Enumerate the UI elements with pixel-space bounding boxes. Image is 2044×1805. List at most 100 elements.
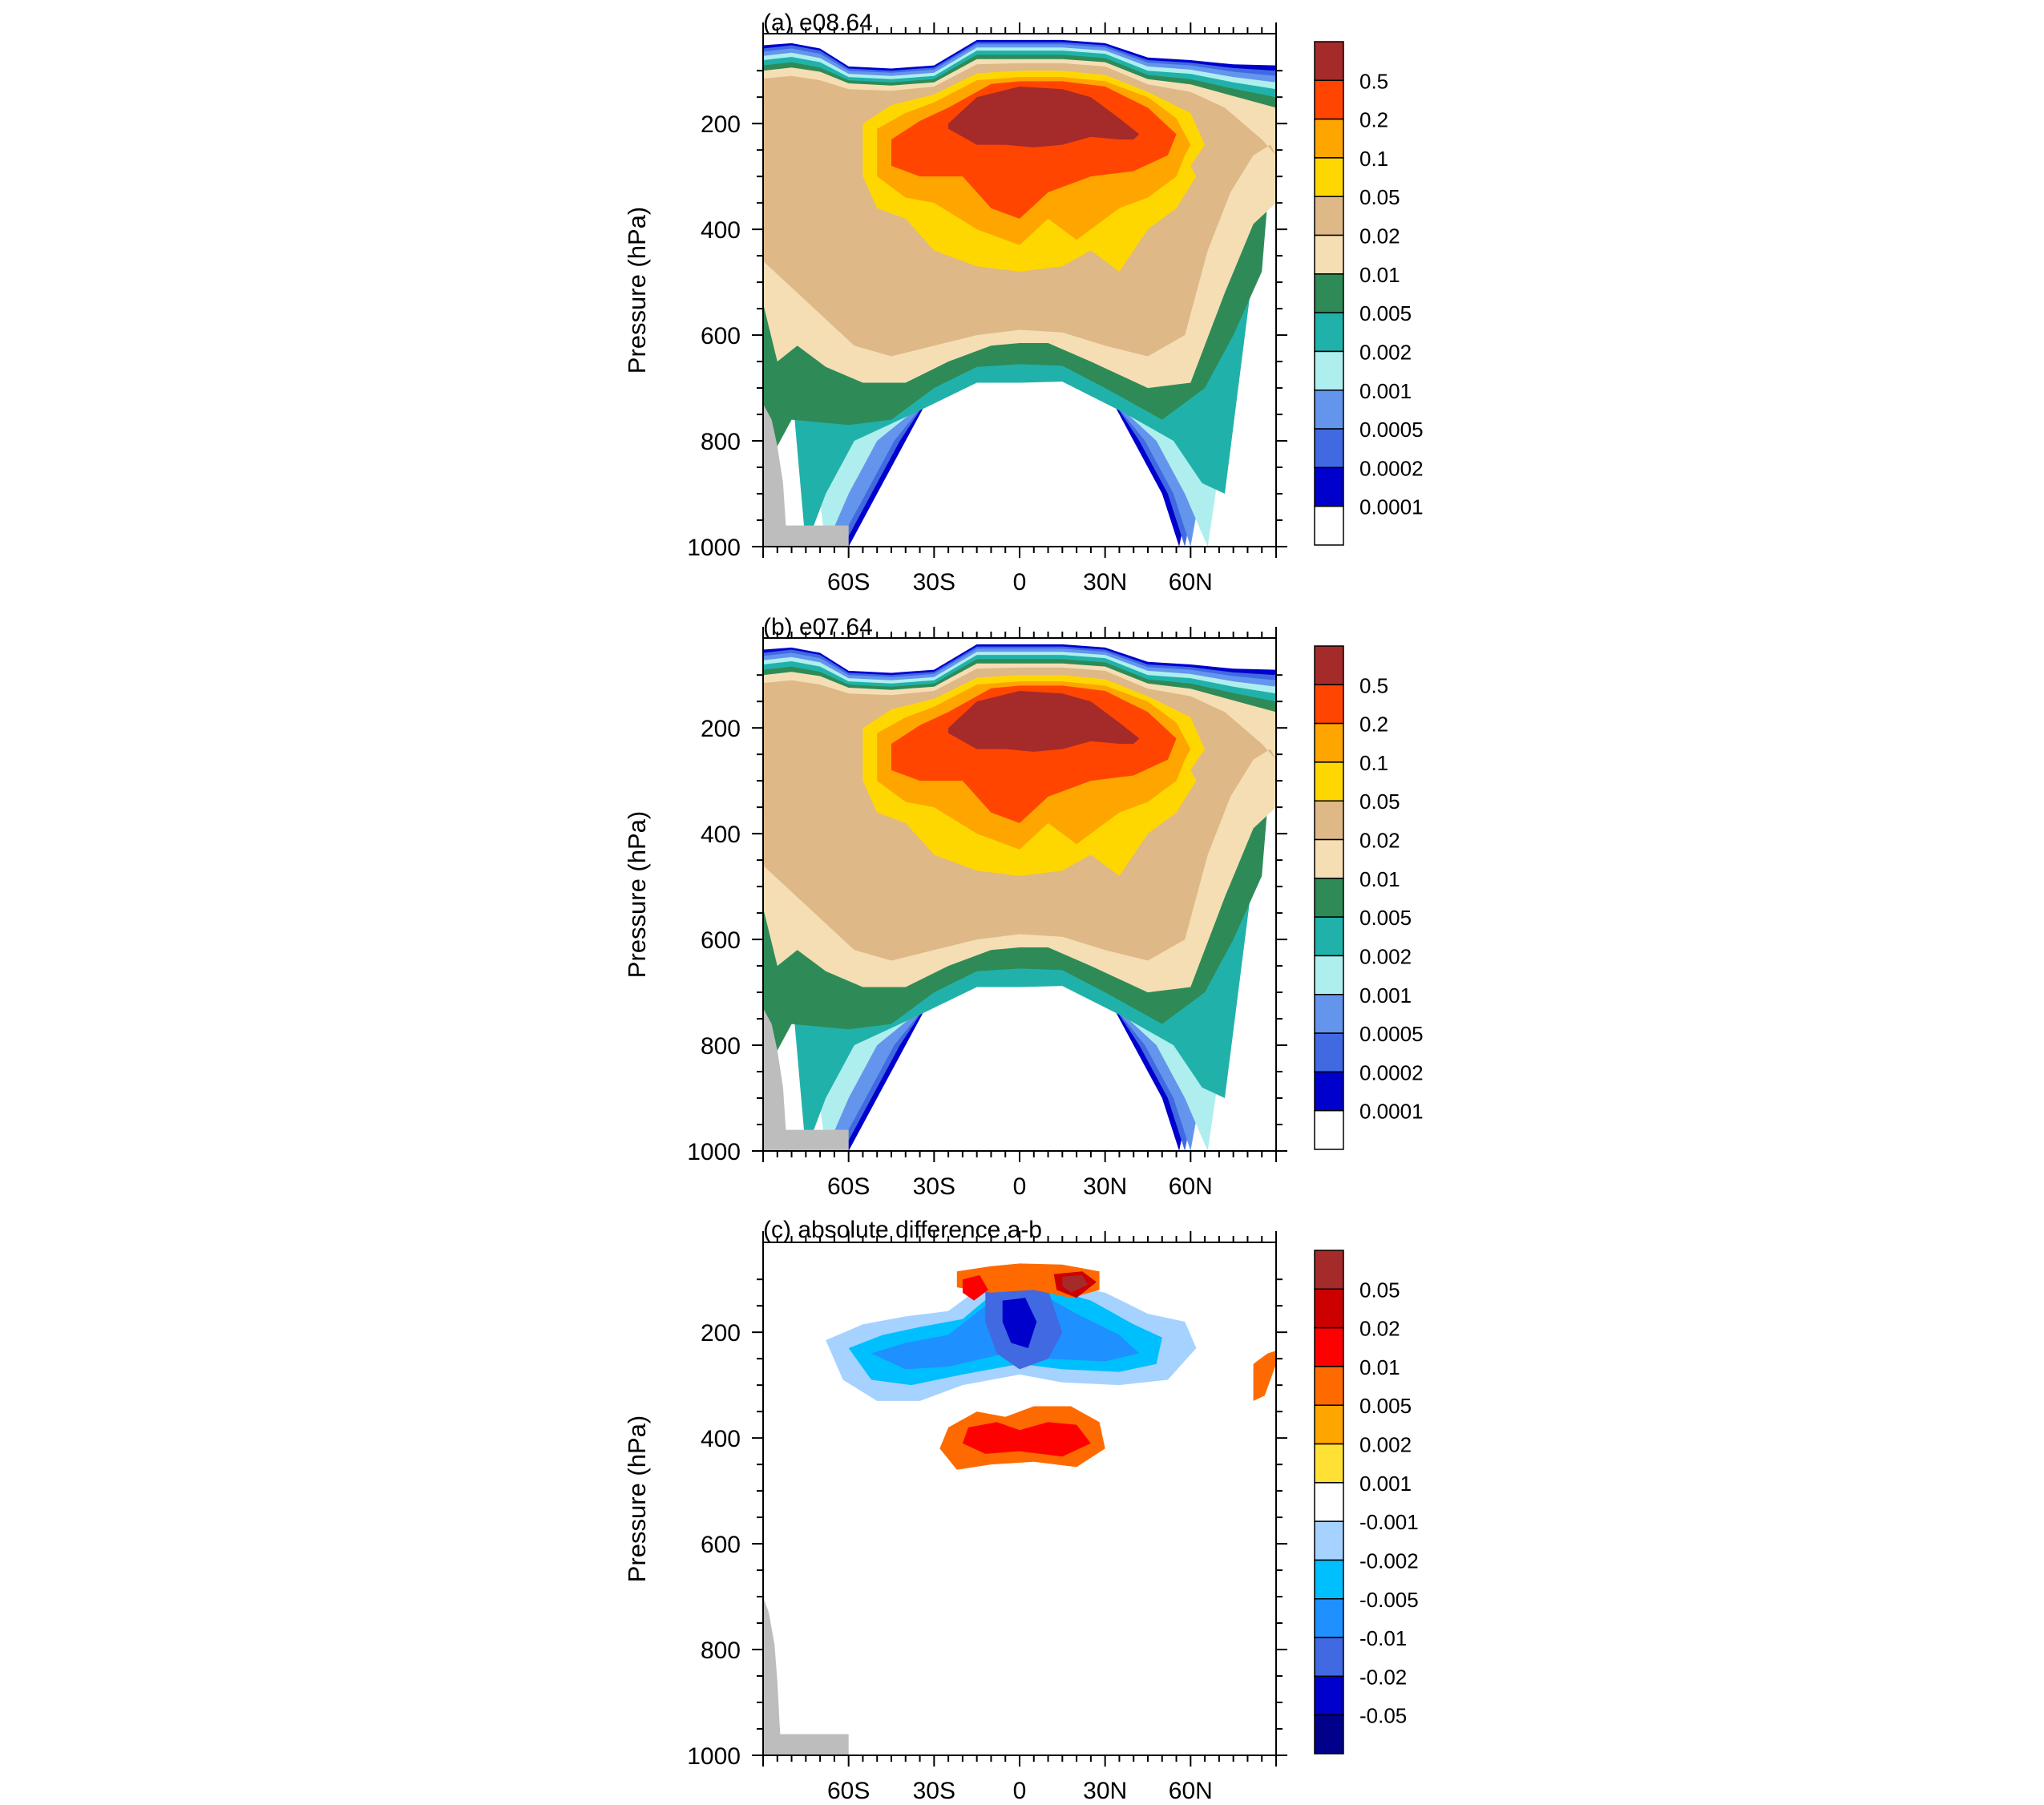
colorbar-swatch [1314,196,1344,236]
colorbar-label: 0.0002 [1359,1060,1424,1084]
colorbar-swatch [1314,1071,1344,1112]
colorbar-label: 0.5 [1359,69,1388,93]
colorbar-label: 0.5 [1359,673,1388,697]
colorbar-swatch [1314,1109,1344,1150]
panel-c-y-ticks: 200 400 600 800 1000 [687,1278,1287,1770]
colorbar-swatch [1314,79,1344,120]
colorbar-label: -0.001 [1359,1510,1419,1534]
colorbar-label: -0.05 [1359,1704,1407,1728]
x-tick-label: 30S [913,1778,955,1804]
colorbar-label: 0.05 [1359,185,1400,209]
panel-a-title: (a) e08.64 [763,10,873,36]
x-tick-label: 30S [913,569,955,596]
colorbar-swatch [1314,1482,1344,1522]
colorbar-label: 0.2 [1359,713,1388,737]
x-tick-label: 60S [827,1778,870,1804]
y-tick-label: 200 [701,716,741,742]
x-tick-label: 30S [913,1173,955,1200]
colorbar-swatch [1314,157,1344,197]
colorbar-label: 0.0002 [1359,456,1424,480]
y-tick-label: 400 [701,822,741,848]
y-tick-label: 200 [701,1320,741,1347]
colorbar-swatch [1314,505,1344,546]
y-tick-label: 400 [701,1426,741,1452]
colorbar-swatch [1314,722,1344,763]
colorbar-swatch [1314,684,1344,725]
colorbar-label: 0.05 [1359,1278,1400,1302]
colorbar-label: -0.01 [1359,1626,1407,1650]
colorbar-label: 0.0005 [1359,418,1424,442]
panel-c-ylabel: Pressure (hPa) [623,1415,651,1582]
colorbar-label: -0.005 [1359,1588,1419,1612]
colorbar-label: 0.0001 [1359,495,1424,519]
colorbar-swatch [1314,1520,1344,1561]
colorbar-label: 0.2 [1359,108,1388,132]
panel-b-colorbar: 0.5 0.2 0.1 0.05 0.02 0.01 0.005 0.002 0.001 0.00… [1314,645,1424,1150]
colorbar-label: 0.001 [1359,1472,1412,1496]
colorbar-swatch [1314,645,1344,686]
y-tick-label: 200 [701,111,741,138]
colorbar-label: 0.02 [1359,224,1400,248]
colorbar-swatch [1314,800,1344,841]
contour--0.05 [1002,1298,1037,1348]
colorbar-swatch [1314,273,1344,313]
colorbar-label: 0.01 [1359,1355,1400,1379]
x-tick-label: 60S [827,569,870,596]
y-tick-label: 800 [701,429,741,455]
panel-b-ylabel: Pressure (hPa) [623,811,651,978]
colorbar-swatch [1314,878,1344,918]
colorbar-swatch [1314,838,1344,879]
colorbar-swatch [1314,1714,1344,1755]
colorbar-swatch [1314,1032,1344,1073]
y-tick-label: 400 [701,217,741,244]
panel-a-y-ticks: 200 400 600 800 1000 [687,70,1287,561]
colorbar-swatch [1314,118,1344,159]
colorbar-label: 0.005 [1359,1394,1412,1418]
colorbar-swatch [1314,390,1344,430]
colorbar-label: 0.002 [1359,340,1412,364]
colorbar-label: 0.005 [1359,301,1412,325]
colorbar-label: 0.0005 [1359,1022,1424,1046]
y-tick-label: 1000 [687,1139,741,1165]
y-tick-label: 1000 [687,535,741,561]
panel-a-x-ticks: 60S 30S 0 30N 60N [762,22,1277,596]
colorbar-swatch [1314,916,1344,957]
panel-b-plot-area [763,638,1276,1151]
colorbar-label: -0.002 [1359,1549,1419,1573]
missing-data-region [763,1597,849,1755]
panel-a-ylabel: Pressure (hPa) [623,207,651,374]
panel-c: (c) absolute difference a-b 200 400 600 800… [623,1217,1419,1804]
colorbar-label: 0.002 [1359,1433,1412,1457]
colorbar-label: 0.002 [1359,944,1412,968]
colorbar-label: 0.1 [1359,751,1388,775]
colorbar-swatch [1314,312,1344,353]
y-tick-label: 800 [701,1033,741,1060]
missing-data-region [763,1007,849,1151]
panel-a-colorbar: 0.5 0.2 0.1 0.05 0.02 0.01 0.005 0.002 0.001 0.00… [1314,41,1424,546]
colorbar-swatch [1314,428,1344,469]
x-tick-label: 30N [1083,1173,1127,1200]
colorbar-swatch [1314,1404,1344,1445]
colorbar-swatch [1314,1250,1344,1290]
contour-0.005 [962,1422,1091,1457]
panel-b-x-ticks: 60S 30S 0 30N 60N [762,627,1277,1200]
panel-b-title: (b) e07.64 [763,614,873,640]
colorbar-label: 0.001 [1359,983,1412,1007]
colorbar-label: 0.02 [1359,829,1400,853]
colorbar-swatch [1314,1326,1344,1367]
colorbar-swatch [1314,761,1344,802]
colorbar-swatch [1314,41,1344,82]
x-tick-label: 0 [1013,1173,1027,1200]
colorbar-label: 0.02 [1359,1317,1400,1341]
colorbar-swatch [1314,955,1344,995]
colorbar-label: 0.0001 [1359,1100,1424,1124]
panel-c-colorbar: 0.05 0.02 0.01 0.005 0.002 0.001 -0.001 -0.002 -… [1314,1250,1419,1755]
colorbar-label: 0.005 [1359,906,1412,930]
contour-0.002 [1253,1351,1276,1401]
colorbar-swatch [1314,1637,1344,1678]
colorbar-swatch [1314,1598,1344,1638]
colorbar-swatch [1314,994,1344,1034]
